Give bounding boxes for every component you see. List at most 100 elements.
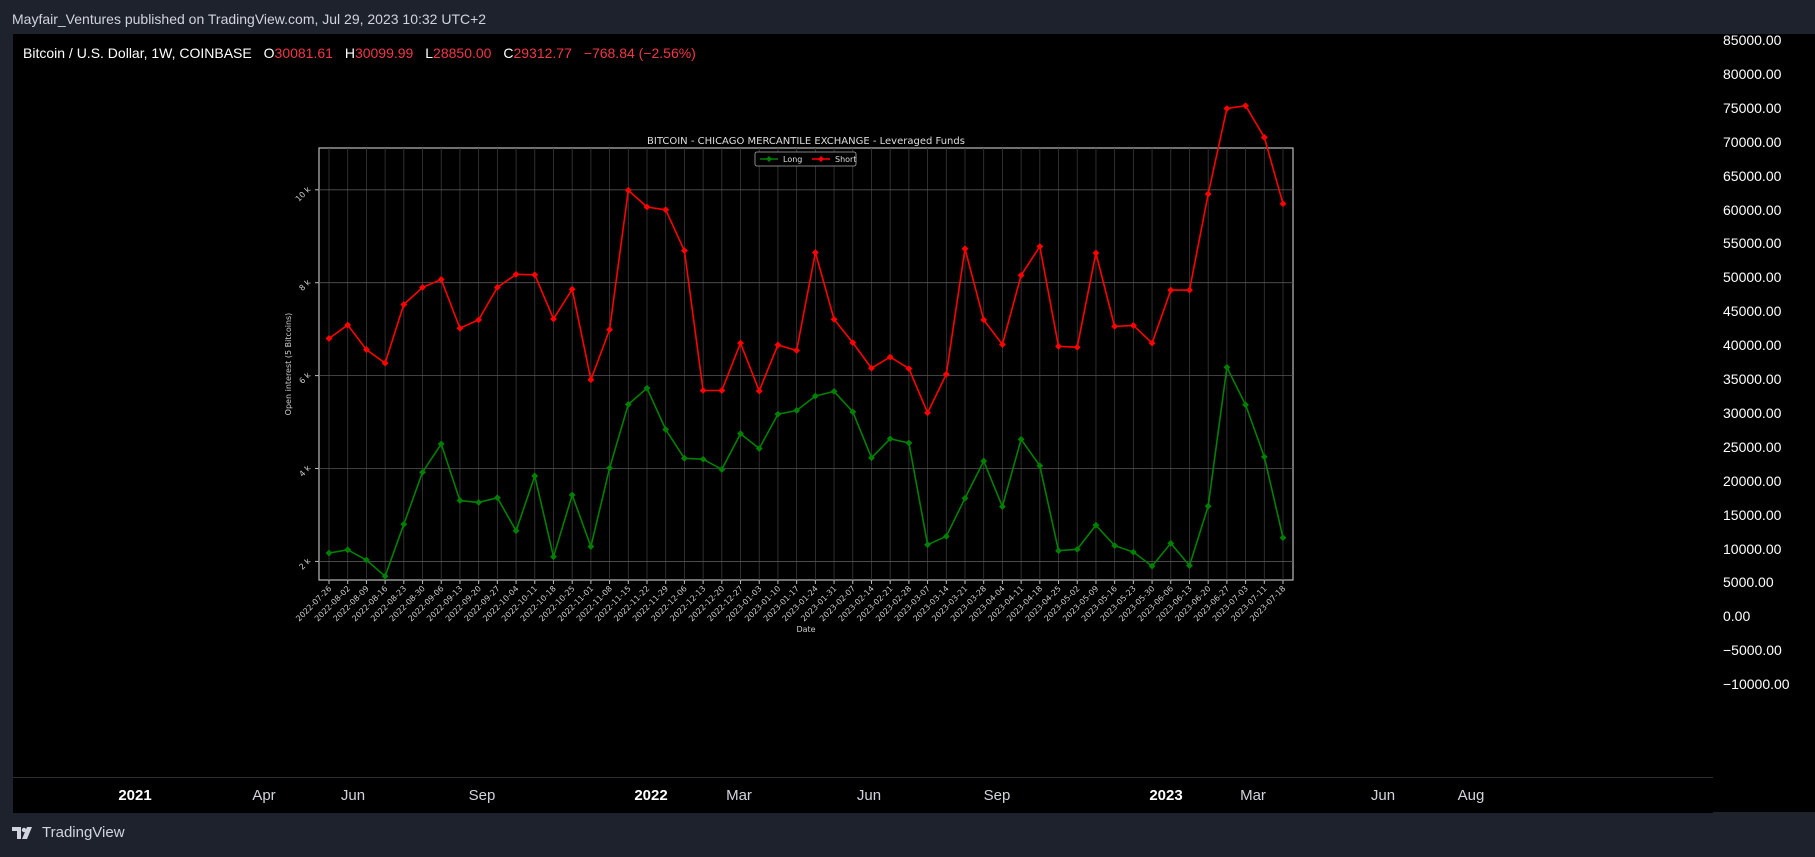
- price-axis-tick: 70000.00: [1723, 133, 1782, 150]
- data-point-long: [886, 435, 894, 443]
- y-tick-label: 4 k: [297, 463, 312, 478]
- data-point-short: [381, 359, 389, 367]
- chart-legend: [754, 151, 857, 167]
- data-point-long: [1111, 542, 1119, 550]
- data-point-long: [1036, 462, 1044, 470]
- data-point-long: [793, 407, 801, 414]
- data-point-long: [1055, 547, 1062, 555]
- legend-label: Long: [783, 155, 802, 164]
- data-point-short: [1204, 190, 1212, 198]
- legend-marker: [818, 156, 824, 162]
- publish-header: Mayfair_Ventures published on TradingVie…: [12, 11, 487, 27]
- price-axis-tick: 60000.00: [1723, 201, 1782, 218]
- data-point-short: [1036, 243, 1044, 250]
- low-value: 28850.00: [433, 45, 492, 61]
- time-axis-label: Aug: [1457, 787, 1485, 804]
- open-value: 30081.61: [274, 45, 333, 61]
- data-point-short: [830, 316, 838, 323]
- data-point-long: [568, 491, 576, 499]
- data-point-long: [1260, 453, 1268, 461]
- data-point-long: [699, 455, 707, 463]
- data-point-short: [849, 339, 857, 347]
- symbol-name: Bitcoin / U.S. Dollar, 1W, COINBASE: [23, 45, 252, 61]
- data-point-short: [886, 353, 894, 361]
- price-axis-tick: −10000.00: [1723, 676, 1790, 693]
- data-point-short: [755, 387, 763, 395]
- data-point-short: [811, 249, 819, 256]
- price-axis-tick: 35000.00: [1723, 371, 1782, 387]
- data-point-long: [325, 549, 333, 557]
- low-label: L: [425, 45, 434, 61]
- tradingview-wordmark: TradingView: [42, 824, 125, 841]
- data-point-short: [1279, 200, 1287, 208]
- data-point-short: [456, 324, 464, 332]
- data-point-short: [793, 347, 801, 354]
- data-point-long: [1223, 363, 1231, 371]
- time-axis[interactable]: 2021 Apr Jun Sep 2022 Mar Jun Sep 2023 Mar Jun Aug: [13, 777, 1713, 813]
- price-axis-tick: 85000.00: [1723, 32, 1782, 48]
- data-point-long: [681, 454, 688, 462]
- data-point-long: [587, 543, 595, 550]
- data-point-long: [1204, 502, 1212, 510]
- price-axis-tick: 20000.00: [1723, 472, 1782, 489]
- time-axis-label: Jun: [856, 787, 882, 804]
- data-point-long: [381, 572, 389, 580]
- cot-chart: 2 k4 k6 k8 k10 k2022-07-262022-08-022022…: [284, 102, 1294, 634]
- data-point-short: [999, 341, 1006, 348]
- price-axis-tick: 80000.00: [1723, 65, 1782, 82]
- data-point-short: [1223, 105, 1231, 112]
- close-value: 29312.77: [513, 45, 572, 61]
- data-point-long: [1017, 435, 1025, 443]
- data-point-short: [718, 387, 726, 394]
- time-axis-label: 2022: [634, 787, 668, 804]
- data-point-short: [737, 339, 744, 347]
- data-point-short: [980, 316, 988, 324]
- price-axis[interactable]: 85000.00 80000.00 75000.00 70000.00 65000.00…: [1713, 32, 1815, 812]
- price-axis-tick: 25000.00: [1723, 438, 1782, 455]
- data-point-short: [699, 387, 707, 394]
- data-point-long: [419, 468, 426, 476]
- data-point-long: [942, 532, 950, 540]
- data-point-short: [344, 321, 352, 329]
- data-point-short: [531, 271, 539, 279]
- data-point-long: [456, 497, 464, 504]
- symbol-legend[interactable]: Bitcoin / U.S. Dollar, 1W, COINBASE O300…: [23, 45, 696, 61]
- data-point-short: [1186, 286, 1193, 294]
- data-point-long: [1167, 539, 1175, 547]
- close-label: C: [503, 45, 514, 61]
- time-axis-label: Sep: [468, 787, 496, 804]
- data-point-short: [437, 276, 445, 283]
- data-point-short: [942, 370, 950, 378]
- data-point-long: [1148, 562, 1156, 570]
- data-point-long: [980, 457, 988, 465]
- data-point-long: [718, 466, 726, 473]
- data-point-long: [550, 553, 557, 561]
- time-axis-label: 2023: [1149, 787, 1183, 804]
- y-tick-label: 10 k: [294, 185, 313, 204]
- time-axis-label: Jun: [340, 787, 366, 804]
- data-point-long: [830, 388, 838, 395]
- y-tick-label: 6 k: [297, 370, 312, 385]
- time-axis-label: 2021: [118, 787, 152, 804]
- price-axis-tick: 50000.00: [1723, 269, 1782, 286]
- series-line-long: [328, 364, 1284, 578]
- time-axis-label: Apr: [252, 787, 276, 804]
- tradingview-brand[interactable]: TradingView: [12, 824, 125, 841]
- price-axis-tick: 0.00: [1723, 608, 1751, 625]
- data-point-long: [849, 408, 857, 416]
- price-axis-tick: 15000.00: [1723, 506, 1782, 523]
- price-axis-tick: 55000.00: [1723, 235, 1782, 252]
- chart-title: BITCOIN - CHICAGO MERCANTILE EXCHANGE - …: [647, 136, 965, 147]
- tradingview-logo-icon: [12, 826, 32, 839]
- data-point-long: [1092, 521, 1100, 529]
- data-point-short: [493, 283, 501, 291]
- time-axis-label: Mar: [726, 787, 752, 804]
- data-point-short: [961, 245, 969, 253]
- data-point-short: [1111, 322, 1119, 330]
- data-point-short: [643, 203, 651, 211]
- price-change: −768.84 (−2.56%): [583, 45, 696, 61]
- time-axis-label: Mar: [1240, 787, 1266, 804]
- data-point-long: [493, 494, 501, 502]
- time-axis-label: Jun: [1370, 787, 1396, 804]
